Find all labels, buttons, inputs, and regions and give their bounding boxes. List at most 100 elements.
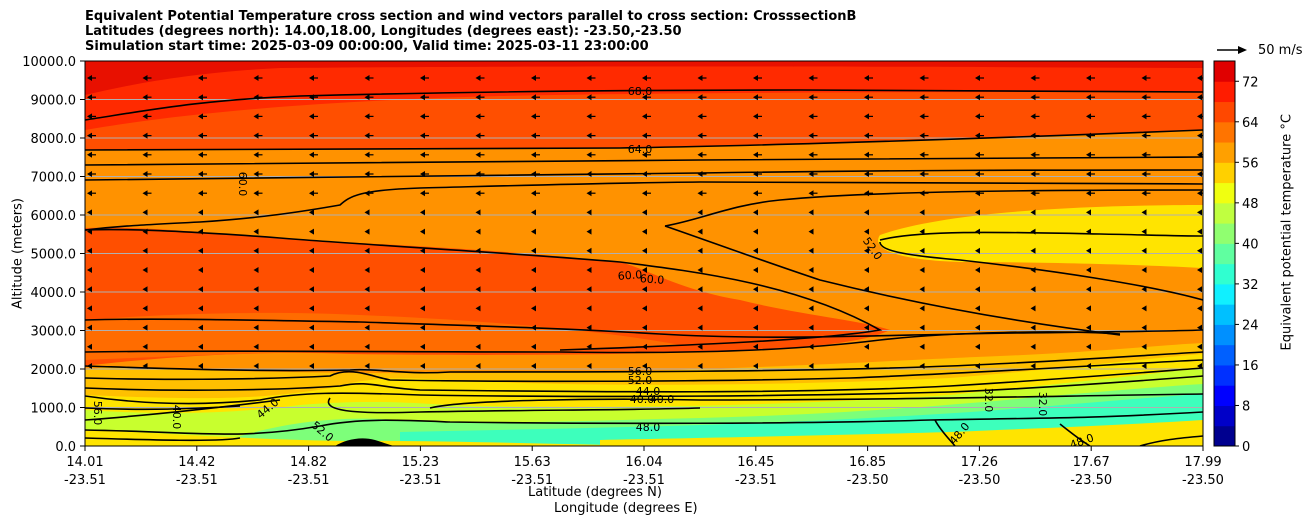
wind-vector-head: [1197, 324, 1202, 331]
wind-vector-head: [586, 247, 592, 254]
wind-vector-head: [198, 286, 203, 293]
chart-title-line-1: Equivalent Potential Temperature cross s…: [85, 9, 857, 24]
wind-vector-head: [87, 305, 92, 312]
wind-vector-head: [364, 75, 370, 81]
wind-vector-head: [697, 267, 703, 273]
contour-line: [85, 359, 1203, 383]
wind-vector-head: [142, 324, 148, 331]
y-tick-label: 10000.0: [22, 55, 76, 70]
x-tick-label-lon: -23.51: [288, 473, 330, 488]
wind-vector-head: [253, 151, 259, 158]
wind-vector-head: [253, 75, 259, 81]
wind-vector-head: [1197, 113, 1202, 120]
colorbar-segment: [1214, 182, 1235, 204]
wind-vector-head: [1086, 247, 1091, 254]
wind-vector-head: [642, 132, 647, 139]
wind-vector-head: [420, 267, 425, 273]
contour-line: [85, 375, 1203, 405]
contour-line: [934, 419, 1091, 446]
wind-vector-head: [642, 267, 647, 273]
wind-vector-head: [198, 209, 203, 216]
wind-vector-head: [697, 190, 703, 197]
wind-vector-head: [919, 171, 925, 177]
contour-line: [85, 437, 241, 442]
wind-vector-head: [808, 305, 814, 312]
wind-vector-head: [531, 151, 536, 158]
wind-vector-head: [753, 363, 758, 369]
wind-vector-head: [975, 267, 980, 273]
wind-vector-head: [87, 286, 92, 293]
wind-vector-head: [697, 209, 703, 216]
contour-label: 60.0: [236, 172, 249, 197]
contour-label: 44.0: [636, 385, 661, 398]
colorbar-segment: [1214, 101, 1235, 123]
wind-vector-head: [1086, 209, 1091, 216]
wind-vector-head: [309, 94, 314, 101]
wind-vector-head: [919, 75, 925, 81]
wind-vector-head: [309, 247, 314, 254]
wind-vector-head: [198, 228, 203, 235]
wind-vector-head: [697, 228, 703, 235]
wind-vector-head: [87, 132, 92, 139]
wind-vector-head: [808, 75, 814, 81]
contour-line: [879, 231, 1203, 241]
wind-vector-head: [1141, 286, 1147, 293]
wind-vector-head: [975, 305, 980, 312]
wind-vector-head: [864, 247, 869, 254]
wind-vector-head: [253, 324, 259, 331]
wind-vector-head: [1141, 94, 1147, 101]
wind-vector-head: [1030, 305, 1036, 312]
contour-label: 68.0: [628, 85, 653, 98]
wind-vector-head: [531, 247, 536, 254]
wind-vector-head: [919, 209, 925, 216]
colorbar-tick-label: 8: [1242, 399, 1250, 414]
x-tick-label-lon: -23.50: [958, 473, 1000, 488]
wind-vector-head: [475, 132, 481, 139]
wind-vector-head: [420, 324, 425, 331]
wind-vector-head: [142, 113, 148, 120]
wind-vector-head: [864, 132, 869, 139]
wind-vector-head: [364, 190, 370, 197]
wind-vector-head: [642, 247, 647, 254]
wind-vector-head: [142, 247, 148, 254]
wind-vector-head: [364, 286, 370, 293]
wind-vector-head: [1141, 151, 1147, 158]
x-tick-label-lat: 16.04: [625, 455, 662, 470]
x-tick-label-lat: 17.67: [1073, 455, 1110, 470]
wind-vector-head: [975, 94, 980, 101]
y-tick-label: 6000.0: [31, 209, 77, 224]
wind-vector-head: [420, 228, 425, 235]
wind-vector-head: [1086, 363, 1091, 369]
colorbar-segment: [1214, 385, 1235, 406]
wind-vector-head: [697, 75, 703, 81]
contour-label: 56.0: [628, 365, 653, 378]
contour-line: [429, 393, 1203, 409]
wind-vector-head: [364, 132, 370, 139]
wind-vector-head: [531, 305, 536, 312]
wind-vector-head: [697, 113, 703, 120]
contour-line: [85, 129, 1203, 151]
wind-vector-head: [586, 75, 592, 81]
wind-vector-head: [642, 286, 647, 293]
colorbar-segment: [1214, 364, 1235, 386]
wind-vector-head: [253, 305, 259, 312]
x-axis-title-longitude: Longitude (degrees E): [554, 501, 698, 516]
wind-vector-head: [1030, 75, 1036, 81]
wind-vector-head: [253, 228, 259, 235]
wind-vector-head: [420, 190, 425, 197]
wind-vector-head: [142, 171, 148, 177]
wind-vector-head: [1197, 75, 1202, 81]
quiver-key-label: 50 m/s: [1258, 43, 1303, 58]
wind-vector-head: [475, 286, 481, 293]
wind-vector-head: [364, 267, 370, 273]
contour-line: [85, 367, 1203, 393]
colorbar-tick-label: 48: [1242, 197, 1259, 212]
wind-vector-head: [198, 151, 203, 158]
wind-vector-head: [808, 363, 814, 369]
wind-vector-head: [87, 267, 92, 273]
wind-vector-head: [1030, 247, 1036, 254]
wind-vector-head: [87, 209, 92, 216]
wind-vector-head: [808, 267, 814, 273]
wind-vector-head: [1197, 363, 1202, 369]
